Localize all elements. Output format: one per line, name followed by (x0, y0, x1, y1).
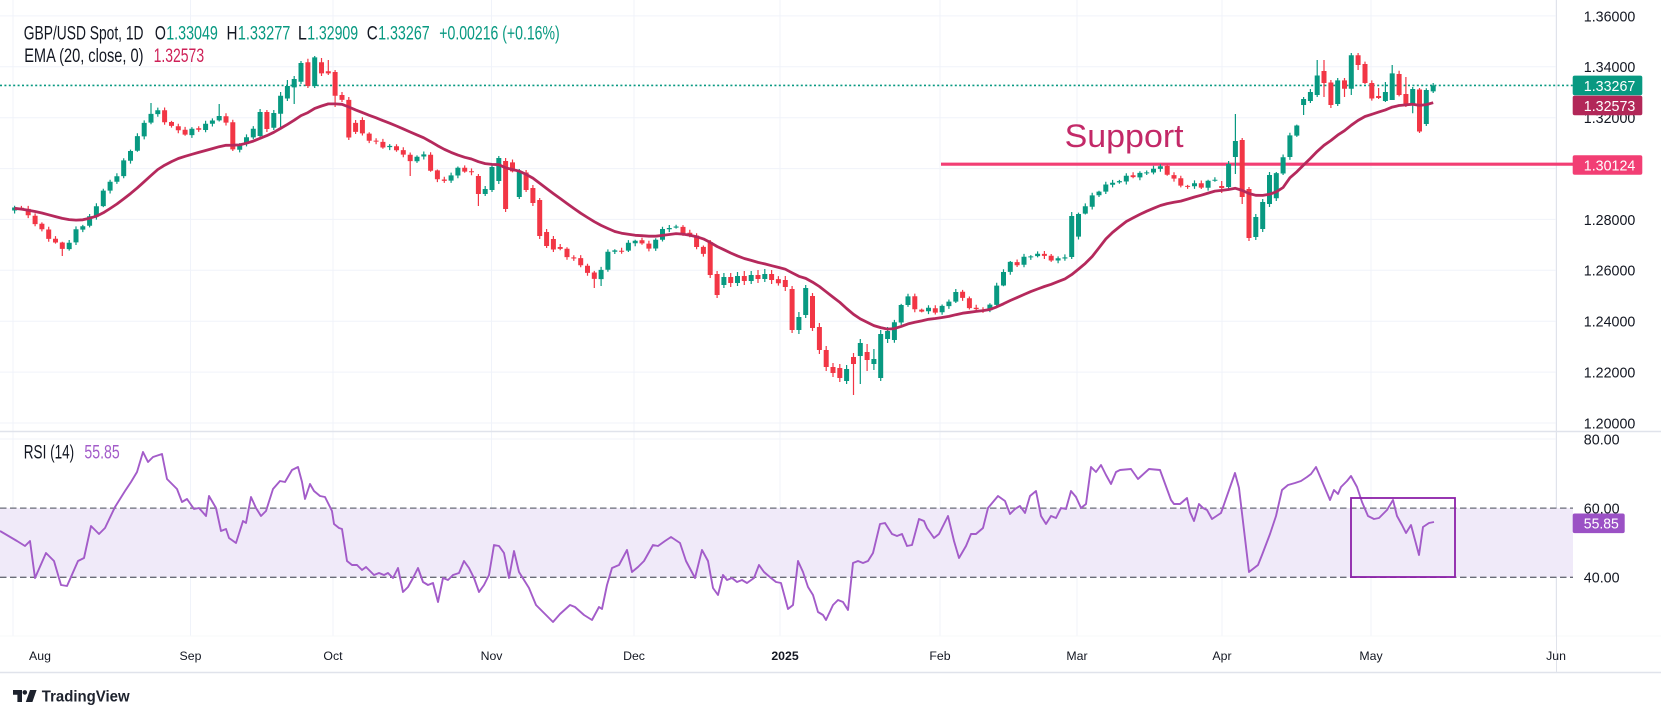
svg-text:80.00: 80.00 (1584, 431, 1620, 448)
svg-text:55.85: 55.85 (1584, 516, 1619, 533)
svg-text:1.33267: 1.33267 (1584, 78, 1636, 95)
svg-text:H: H (227, 24, 238, 45)
svg-text:Dec: Dec (623, 649, 645, 663)
svg-text:Support: Support (1065, 118, 1184, 154)
svg-text:1.22000: 1.22000 (1584, 365, 1636, 382)
svg-text:1.32909: 1.32909 (307, 24, 358, 45)
svg-text:1.36000: 1.36000 (1584, 8, 1636, 25)
svg-text:1.26000: 1.26000 (1584, 263, 1636, 280)
svg-text:RSI (14): RSI (14) (24, 443, 74, 464)
svg-text:Sep: Sep (180, 649, 202, 663)
svg-text:Oct: Oct (323, 649, 343, 663)
svg-text:May: May (1359, 649, 1383, 663)
svg-text:1.33267: 1.33267 (378, 24, 430, 45)
svg-text:EMA (20, close, 0): EMA (20, close, 0) (24, 46, 143, 67)
svg-text:1.32573: 1.32573 (154, 46, 205, 67)
svg-text:+0.00216 (+0.16%): +0.00216 (+0.16%) (439, 24, 559, 45)
svg-text:40.00: 40.00 (1584, 570, 1620, 587)
svg-text:60.00: 60.00 (1584, 501, 1620, 518)
svg-text:Mar: Mar (1066, 649, 1087, 663)
svg-text:1.33049: 1.33049 (166, 24, 218, 45)
svg-text:TradingView: TradingView (42, 688, 130, 705)
svg-text:1.20000: 1.20000 (1584, 415, 1636, 432)
svg-text:1.34000: 1.34000 (1584, 59, 1636, 76)
svg-text:1.33277: 1.33277 (238, 24, 291, 45)
svg-text:1.32573: 1.32573 (1584, 98, 1636, 115)
svg-text:1.30124: 1.30124 (1584, 157, 1636, 174)
svg-text:GBP/USD Spot, 1D: GBP/USD Spot, 1D (24, 24, 144, 45)
svg-text:Apr: Apr (1212, 649, 1231, 663)
svg-text:O: O (155, 24, 166, 45)
svg-text:55.85: 55.85 (84, 443, 119, 464)
svg-text:L: L (298, 24, 307, 45)
svg-text:1.24000: 1.24000 (1584, 314, 1636, 331)
svg-text:1.28000: 1.28000 (1584, 212, 1636, 229)
svg-text:Feb: Feb (929, 649, 950, 663)
svg-text:C: C (367, 24, 378, 45)
svg-text:Aug: Aug (29, 649, 51, 663)
svg-text:Nov: Nov (481, 649, 504, 663)
svg-text:2025: 2025 (771, 649, 799, 663)
svg-text:Jun: Jun (1546, 649, 1566, 663)
